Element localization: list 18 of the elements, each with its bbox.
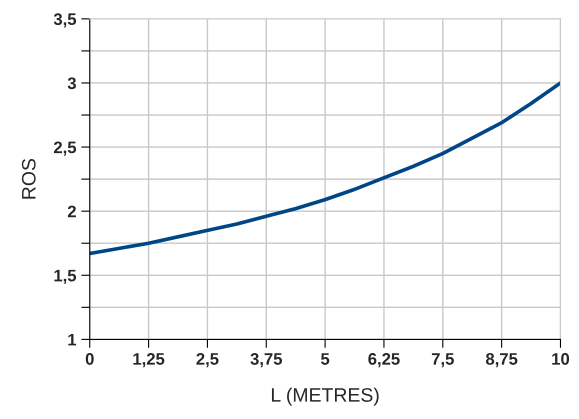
y-tick-label: 1,5 [54,270,76,284]
x-tick-label: 3,75 [250,353,282,368]
x-tick-label: 1,25 [133,353,164,368]
y-tick-label: 1 [68,334,76,346]
y-tick-label: 3 [68,77,76,90]
x-tick-label: 0 [86,353,94,365]
x-tick-label: 10 [552,353,570,365]
y-axis-title: ROS [22,158,36,199]
x-tick-label: 6,25 [368,353,400,368]
x-tick-label: 8,75 [486,353,518,368]
x-tick-label: 5 [320,353,330,365]
y-tick-label: 2 [68,206,76,218]
x-axis-title: L (METRES) [272,388,379,406]
x-tick-label: 2,5 [196,353,219,368]
x-tick-label: 7,5 [432,353,454,368]
line-series [90,81,560,256]
y-tick-label: 3,5 [54,13,76,28]
y-tick-label: 2,5 [54,141,76,156]
